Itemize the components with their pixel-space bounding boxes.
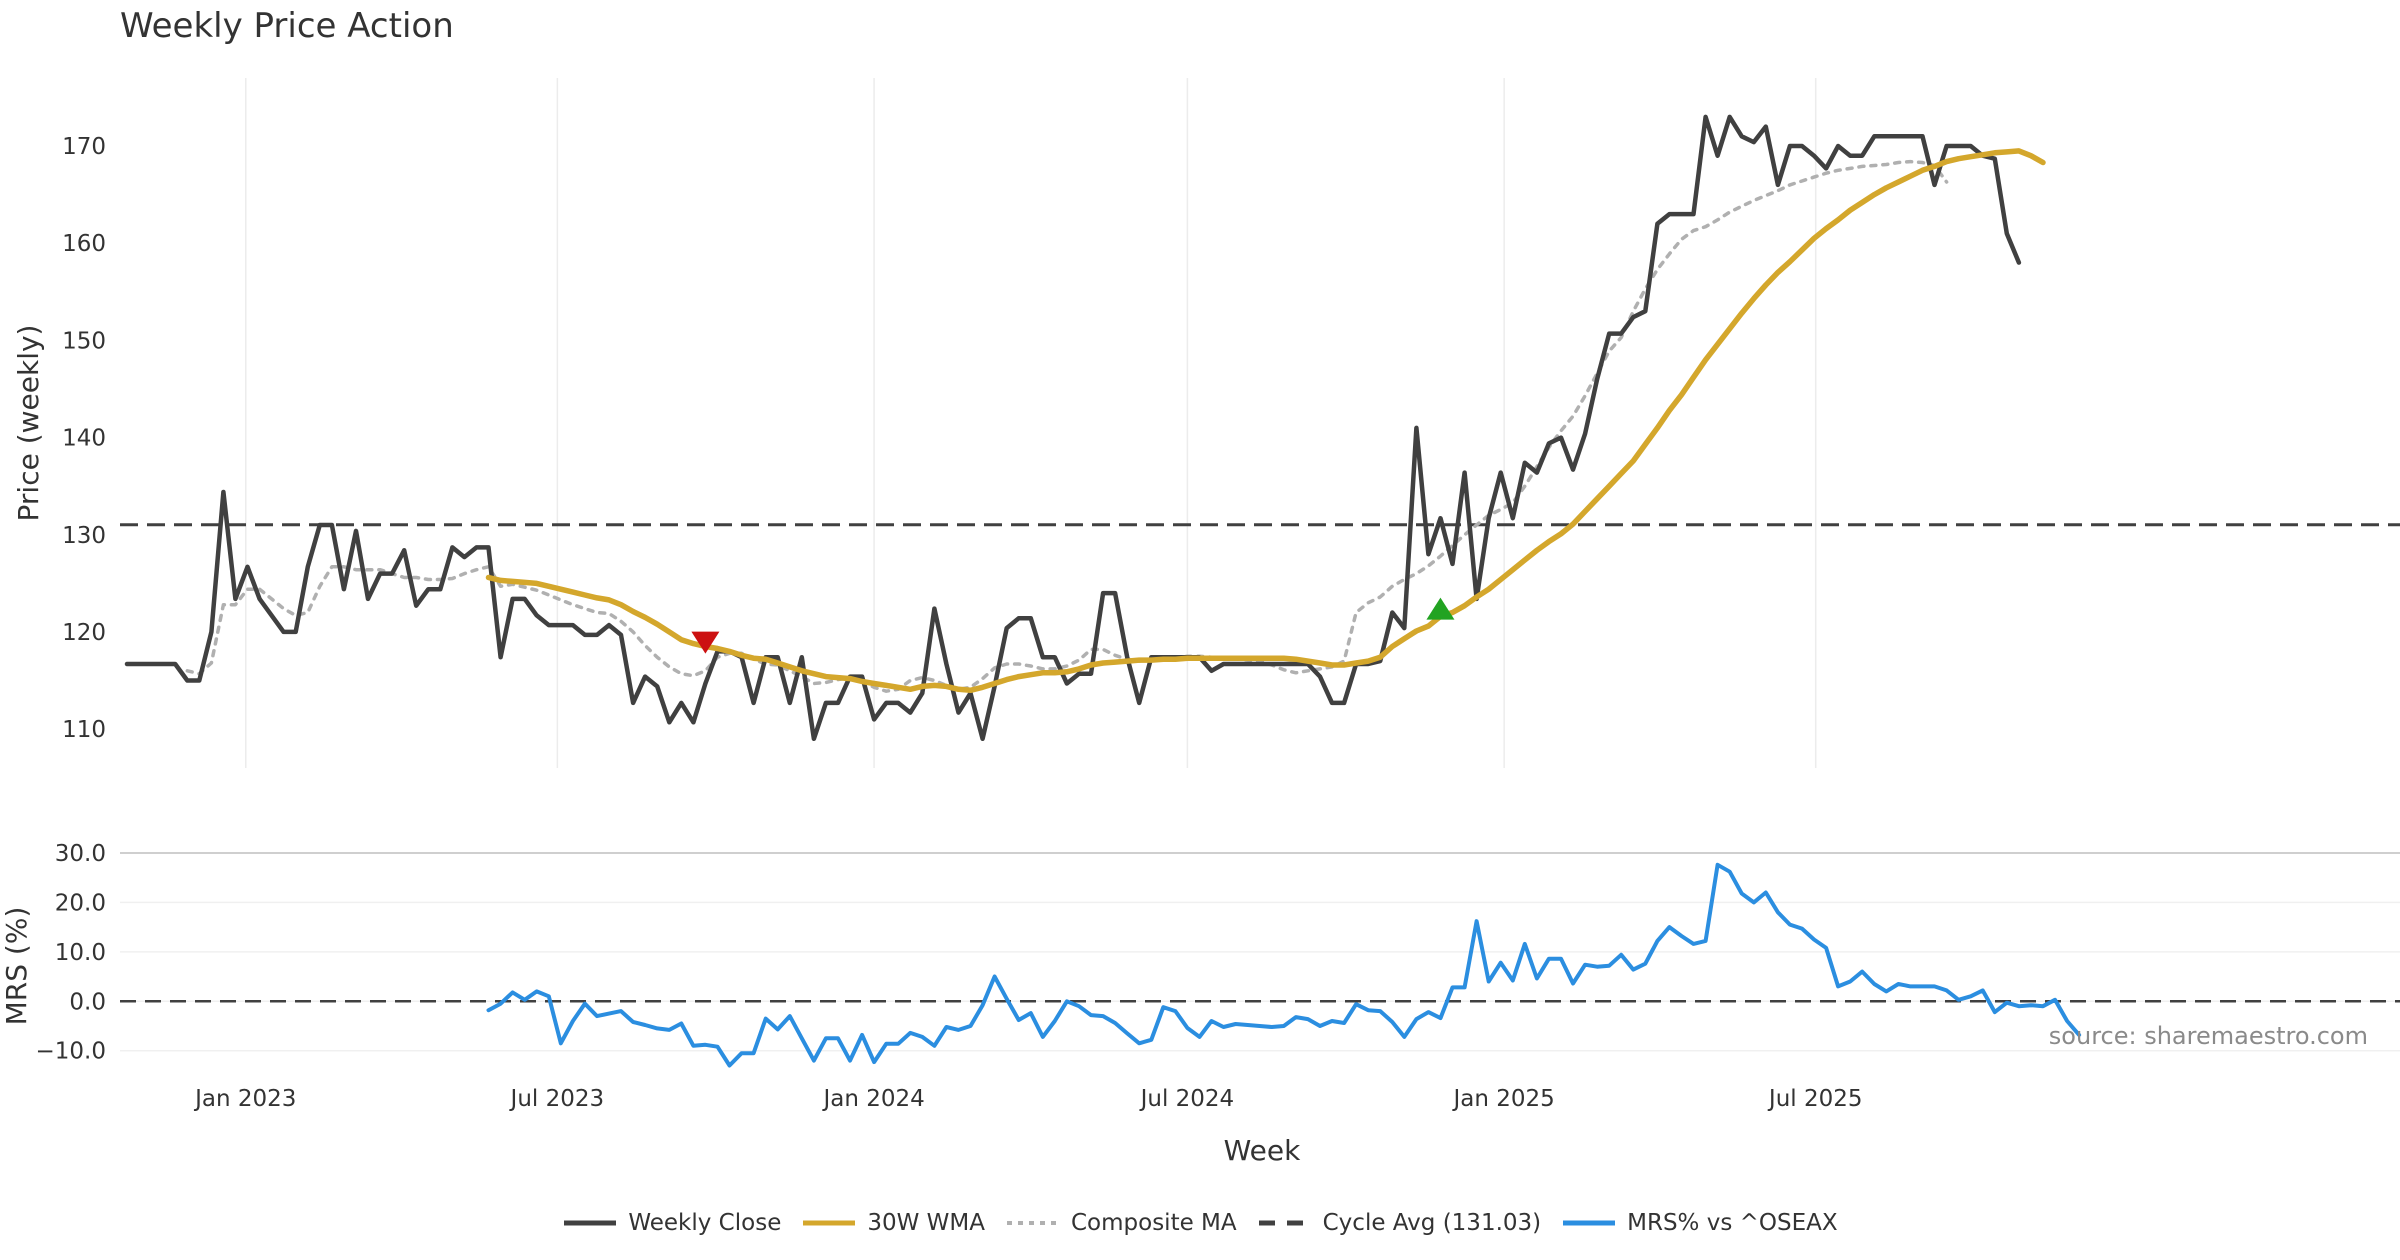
x-axis-title: Week	[1224, 1134, 1301, 1167]
series-30w-wma	[485, 148, 2046, 694]
y-tick-label: 130	[62, 523, 106, 549]
y-tick-label: −10.0	[36, 1039, 106, 1065]
legend-label: 30W WMA	[867, 1210, 985, 1236]
y-tick-label: 110	[62, 717, 106, 743]
x-tick-label: Jul 2023	[509, 1086, 605, 1112]
chart-legend: Weekly Close 30W WMA Composite MA Cycle Avg…	[0, 1210, 2400, 1236]
legend-item: Weekly Close	[562, 1210, 781, 1236]
y-axis-title: MRS (%)	[0, 907, 33, 1026]
series-composite-ma	[185, 159, 1949, 693]
x-tick-label: Jul 2025	[1767, 1086, 1863, 1112]
y-tick-label: 150	[62, 328, 106, 354]
y-tick-label: 20.0	[55, 890, 106, 916]
y-tick-label: 30.0	[55, 841, 106, 867]
series-weekly-close	[124, 114, 2022, 742]
y-tick-label: 0.0	[69, 989, 106, 1015]
y-tick-label: 160	[62, 231, 106, 257]
x-tick-label: Jan 2023	[193, 1086, 296, 1112]
chart-title: Weekly Price Action	[120, 6, 454, 46]
legend-label: Cycle Avg (131.03)	[1322, 1210, 1542, 1236]
legend-item: 30W WMA	[801, 1210, 985, 1236]
legend-swatch	[1258, 1220, 1311, 1226]
legend-swatch	[564, 1220, 617, 1226]
legend-swatch	[1563, 1220, 1616, 1226]
legend-item: Cycle Avg (131.03)	[1257, 1210, 1542, 1236]
legend-swatch	[803, 1220, 856, 1226]
series-mrs	[486, 862, 2082, 1068]
y-tick-label: 140	[62, 426, 106, 452]
sell-marker	[691, 631, 720, 654]
chart-svg: Jan 2023 Jul 2023 Jan 2024 Jul 2024 Jan 2025…	[0, 78, 2400, 1167]
source-note: source: sharemaestro.com	[2049, 1022, 2368, 1050]
buy-marker	[1426, 597, 1455, 620]
x-tick-label: Jul 2024	[1139, 1086, 1235, 1112]
y-axis-title: Price (weekly)	[12, 325, 45, 522]
x-tick-label: Jan 2024	[821, 1086, 924, 1112]
legend-label: Weekly Close	[628, 1210, 782, 1236]
legend-item: MRS% vs ^OSEAX	[1561, 1210, 1838, 1236]
x-tick-label: Jan 2025	[1451, 1086, 1554, 1112]
legend-label: MRS% vs ^OSEAX	[1627, 1210, 1838, 1236]
y-tick-label: 170	[62, 134, 106, 160]
legend-item: Composite MA	[1005, 1210, 1237, 1236]
legend-label: Composite MA	[1070, 1210, 1237, 1236]
legend-swatch	[1006, 1221, 1059, 1225]
y-tick-label: 120	[62, 620, 106, 646]
y-tick-label: 10.0	[55, 940, 106, 966]
